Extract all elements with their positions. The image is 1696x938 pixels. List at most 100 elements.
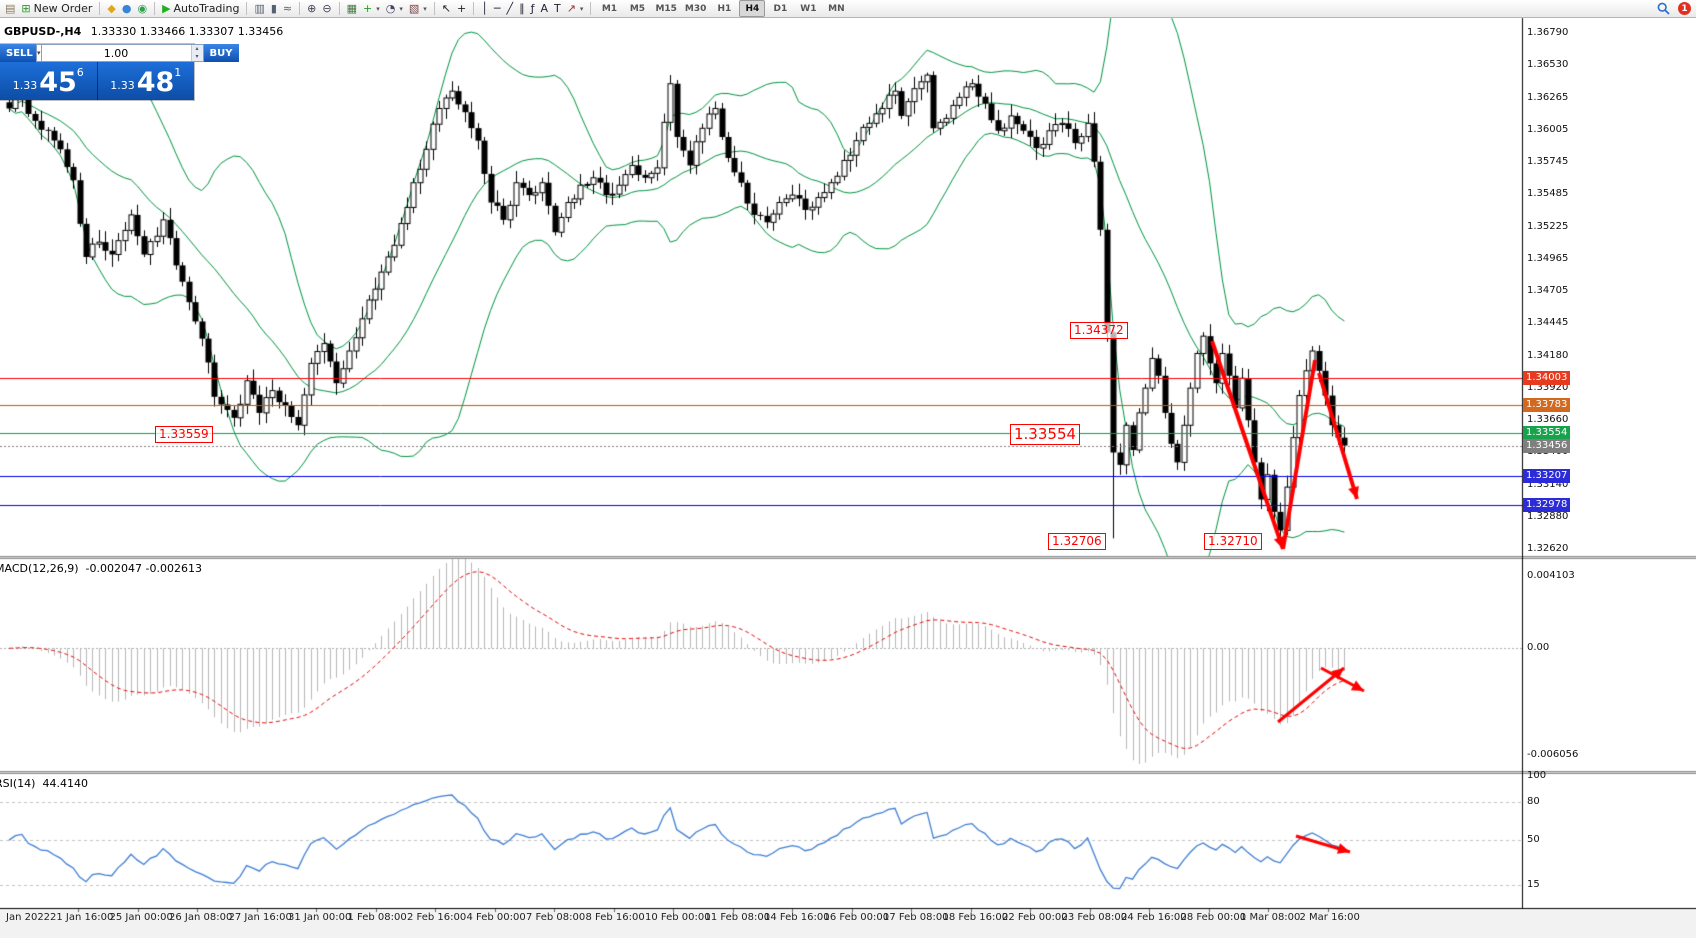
stepper-up-icon[interactable]: ▴ <box>191 45 203 53</box>
trendline-icon[interactable]: ╱ <box>503 1 516 17</box>
toolbar-separator <box>154 2 156 15</box>
equidistant-channel-icon[interactable]: ∥ <box>516 1 528 17</box>
chevron-down-icon: ▾ <box>37 49 41 57</box>
chart-window-icon[interactable]: ▤ <box>2 1 18 17</box>
buy-price[interactable]: 1.33 48 1 <box>98 62 195 100</box>
time-axis-label: 14 Feb 16:00 <box>764 912 830 923</box>
templates-icon[interactable]: ▧ ▾ <box>406 1 430 17</box>
price-axis-label: 1.33660 <box>1527 414 1569 425</box>
toolbar-items: ▤ ⊞ New Order ◆ ● ◉ ▶ AutoTrading ▥ ▮ ≈ ⊕ ⊖ ▦ + ▾ ◔ ▾ ▧ ▾ ↖ +… <box>2 0 1654 17</box>
vertical-line-icon[interactable]: │ <box>478 1 491 17</box>
zoom-in-icon[interactable]: ⊕ <box>304 1 319 17</box>
price-axis-label: 1.32880 <box>1527 511 1569 522</box>
price-level-tag[interactable]: 1.34003 <box>1523 371 1571 385</box>
new-order-icon: ⊞ <box>21 1 31 15</box>
fibonacci-icon[interactable]: ƒ <box>528 1 538 17</box>
search-button[interactable] <box>1654 1 1673 17</box>
support-icon[interactable]: ◉ <box>134 1 150 17</box>
price-level-tag[interactable]: 1.33207 <box>1523 469 1571 483</box>
toolbar-right: 1 <box>1654 1 1694 17</box>
time-axis-label: 28 Feb 00:00 <box>1180 912 1247 923</box>
cursor-icon[interactable]: ↖ <box>439 1 454 17</box>
price-level-tag[interactable]: 1.32978 <box>1523 498 1571 512</box>
search-icon <box>1657 2 1670 15</box>
price-annotation[interactable]: 1.33559 <box>155 426 213 443</box>
order-type-dropdown[interactable]: ▾ <box>36 44 42 62</box>
autotrading-button[interactable]: ▶ AutoTrading <box>159 1 242 17</box>
text-icon: A <box>540 1 548 15</box>
dropdown-arrow-icon[interactable]: ▾ <box>399 4 403 13</box>
bar-chart-mode-icon[interactable]: ▥ <box>251 1 267 17</box>
volume-input[interactable] <box>41 45 191 61</box>
time-axis-label: 1 Mar 08:00 <box>1240 912 1301 923</box>
price-axis-label: 1.34445 <box>1527 317 1569 328</box>
equidistant-channel-icon: ∥ <box>519 1 525 15</box>
sell-price[interactable]: 1.33 45 6 <box>0 62 98 100</box>
text-icon[interactable]: A <box>537 1 551 17</box>
time-axis-label: 24 Feb 16:00 <box>1121 912 1187 923</box>
price-level-tag[interactable]: 1.33554 <box>1523 426 1571 440</box>
dropdown-arrow-icon[interactable]: ▾ <box>579 4 584 13</box>
price-annotation[interactable]: 1.32710 <box>1204 533 1262 550</box>
profiles-icon[interactable]: ◔ ▾ <box>383 1 406 17</box>
quote-prices: 1.33 45 6 1.33 48 1 <box>0 62 194 100</box>
timeframe-mn-button[interactable]: MN <box>828 3 845 14</box>
dropdown-arrow-icon[interactable]: ▾ <box>376 4 380 13</box>
time-axis-label: 1 Feb 08:00 <box>347 912 407 923</box>
timeframe-m1-button[interactable]: M1 <box>601 3 618 14</box>
time-axis-label: 4 Feb 00:00 <box>466 912 526 923</box>
macd-axis-label: -0.006056 <box>1527 749 1579 760</box>
text-label-icon[interactable]: T <box>551 1 564 17</box>
price-annotation[interactable]: 1.33554 <box>1010 424 1081 445</box>
price-annotation[interactable]: 1.32706 <box>1048 533 1106 550</box>
time-axis-label: 27 Jan 16:00 <box>228 912 292 923</box>
price-axis-label: 1.35745 <box>1527 156 1569 167</box>
time-axis-label: 25 Jan 00:00 <box>109 912 173 923</box>
timeframe-h1-button[interactable]: H1 <box>717 3 732 14</box>
macd-axis-label: 0.00 <box>1527 642 1550 653</box>
metaeditor-icon: ◆ <box>107 1 116 15</box>
toolbar-separator <box>99 2 101 15</box>
sell-button[interactable]: SELL <box>0 44 36 62</box>
autotrading-button-label: AutoTrading <box>173 2 240 15</box>
sell-price-prefix: 1.33 <box>12 79 38 92</box>
time-axis-label: 2 Mar 16:00 <box>1299 912 1360 923</box>
buy-price-prefix: 1.33 <box>110 79 135 92</box>
rsi-axis-label: 50 <box>1527 834 1540 845</box>
dropdown-arrow-icon[interactable]: ▾ <box>423 4 427 13</box>
notification-badge[interactable]: 1 <box>1678 2 1691 15</box>
timeframe-m15-button[interactable]: M15 <box>655 3 677 14</box>
timeframe-d1-button[interactable]: D1 <box>773 3 788 14</box>
horizontal-line-icon[interactable]: ─ <box>491 1 504 17</box>
timeframe-m5-button[interactable]: M5 <box>629 3 646 14</box>
new-order-button-label: New Order <box>33 2 93 15</box>
timeframe-w1-button[interactable]: W1 <box>800 3 817 14</box>
stepper-down-icon[interactable]: ▾ <box>191 53 203 61</box>
price-axis-label: 1.35485 <box>1527 188 1569 199</box>
timeframe-h4-button[interactable]: H4 <box>739 0 766 17</box>
price-axis-label: 1.36265 <box>1527 92 1569 103</box>
time-axis-label: 11 Feb 08:00 <box>704 912 771 923</box>
buy-button[interactable]: BUY <box>203 44 239 62</box>
toolbar-separator <box>590 2 592 15</box>
metaeditor-icon[interactable]: ◆ <box>104 1 118 17</box>
price-annotation[interactable]: 1.34372 <box>1070 322 1128 339</box>
market-icon[interactable]: ● <box>119 1 135 17</box>
price-level-tag[interactable]: 1.33456 <box>1523 439 1571 453</box>
price-level-tag[interactable]: 1.33783 <box>1523 398 1571 412</box>
new-chart-icon[interactable]: + ▾ <box>360 1 383 17</box>
volume-stepper[interactable]: ▴ ▾ <box>190 45 203 61</box>
support-icon: ◉ <box>137 1 148 15</box>
timeframe-m30-button[interactable]: M30 <box>684 3 707 14</box>
main-toolbar: ▤ ⊞ New Order ◆ ● ◉ ▶ AutoTrading ▥ ▮ ≈ ⊕ ⊖ ▦ + ▾ ◔ ▾ ▧ ▾ ↖ +… <box>0 0 1696 18</box>
arrows-icon[interactable]: ↗ ▾ <box>564 1 587 17</box>
zoom-out-icon[interactable]: ⊖ <box>319 1 334 17</box>
new-order-button[interactable]: ⊞ New Order <box>18 1 95 17</box>
arrows-icon: ↗ <box>566 1 576 15</box>
tile-windows-icon[interactable]: ▦ <box>344 1 360 17</box>
crosshair-icon[interactable]: + <box>454 1 469 17</box>
rsi-axis-label: 80 <box>1527 796 1540 807</box>
line-chart-mode-icon[interactable]: ≈ <box>280 1 295 17</box>
candlestick-mode-icon[interactable]: ▮ <box>268 1 280 17</box>
